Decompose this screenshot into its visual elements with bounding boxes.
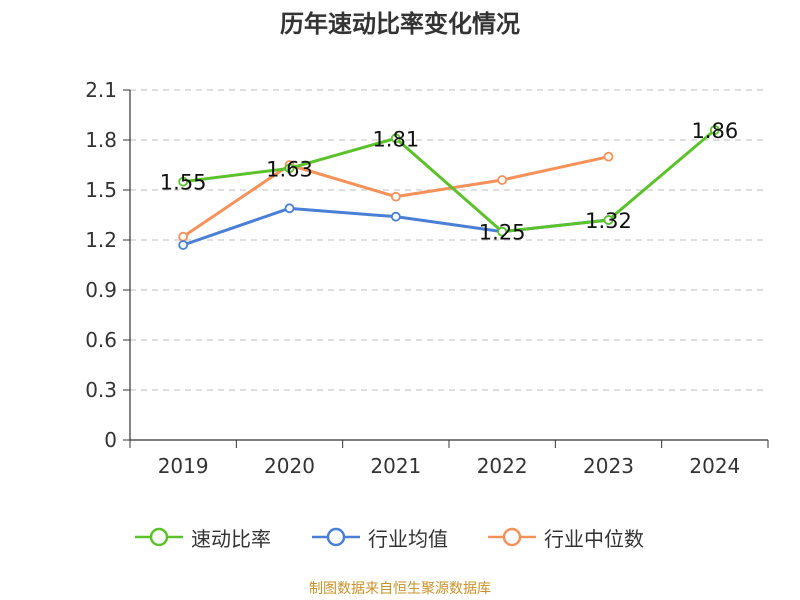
series: [178, 125, 720, 250]
y-tick-label: 1.5: [85, 178, 117, 202]
y-tick-label: 2.1: [85, 78, 117, 102]
legend-item-industry-median[interactable]: 行业中位数: [488, 521, 644, 553]
data-point: [497, 226, 508, 237]
x-tick-label: 2022: [477, 454, 528, 478]
legend-label: 行业均值: [368, 526, 448, 551]
y-tick-label: 0.9: [85, 278, 117, 302]
x-tick-label: 2024: [689, 454, 740, 478]
data-point: [284, 163, 295, 174]
y-tick-label: 0.6: [85, 328, 117, 352]
data-point: [390, 211, 401, 222]
y-tick-label: 0: [104, 428, 117, 452]
data-point: [178, 240, 189, 250]
legend-line-marker-icon: [135, 527, 183, 547]
legend-item-industry-mean[interactable]: 行业均值: [312, 521, 448, 553]
y-tick-label: 1.2: [85, 228, 117, 252]
data-point: [709, 125, 720, 135]
legend-label: 速动比率: [191, 526, 271, 551]
legend: 速动比率 行业均值 行业中位数: [0, 521, 800, 553]
data-point: [497, 175, 508, 185]
legend-item-quick-ratio[interactable]: 速动比率: [135, 521, 271, 553]
y-tick-label: 1.8: [85, 128, 117, 152]
x-tick-label: 2019: [158, 454, 209, 478]
data-point: [390, 133, 401, 144]
data-point: [390, 191, 401, 202]
data-label: 1.81: [372, 127, 419, 151]
data-label: 1.55: [160, 171, 207, 195]
grid: [130, 89, 768, 391]
legend-label: 行业中位数: [544, 526, 644, 551]
chart-title: 历年速动比率变化情况: [280, 10, 520, 38]
data-point: [178, 231, 189, 242]
data-label: 1.25: [479, 221, 526, 245]
source-note: 制图数据来自恒生聚源数据库: [309, 581, 491, 597]
data-point: [284, 203, 295, 214]
x-tick-label: 2021: [370, 454, 421, 478]
data-point: [603, 215, 614, 225]
axes: 0 0.3 0.6 0.9 1.2 1.5 1.8 2.1 2019 2020 2021 2022 20…: [85, 78, 769, 478]
legend-line-marker-icon: [488, 527, 536, 547]
x-tick-label: 2020: [264, 454, 315, 478]
data-point: [178, 176, 189, 187]
x-tick-label: 2023: [583, 454, 634, 478]
series-line: [182, 128, 716, 234]
data-point: [603, 151, 614, 162]
data-labels: 1.55 1.63 1.81 1.25 1.32 1.86: [160, 119, 738, 245]
legend-line-marker-icon: [312, 527, 360, 547]
y-tick-label: 0.3: [85, 378, 117, 402]
data-label: 1.63: [266, 157, 313, 181]
data-label: 1.86: [691, 119, 738, 143]
data-label: 1.32: [585, 209, 632, 233]
